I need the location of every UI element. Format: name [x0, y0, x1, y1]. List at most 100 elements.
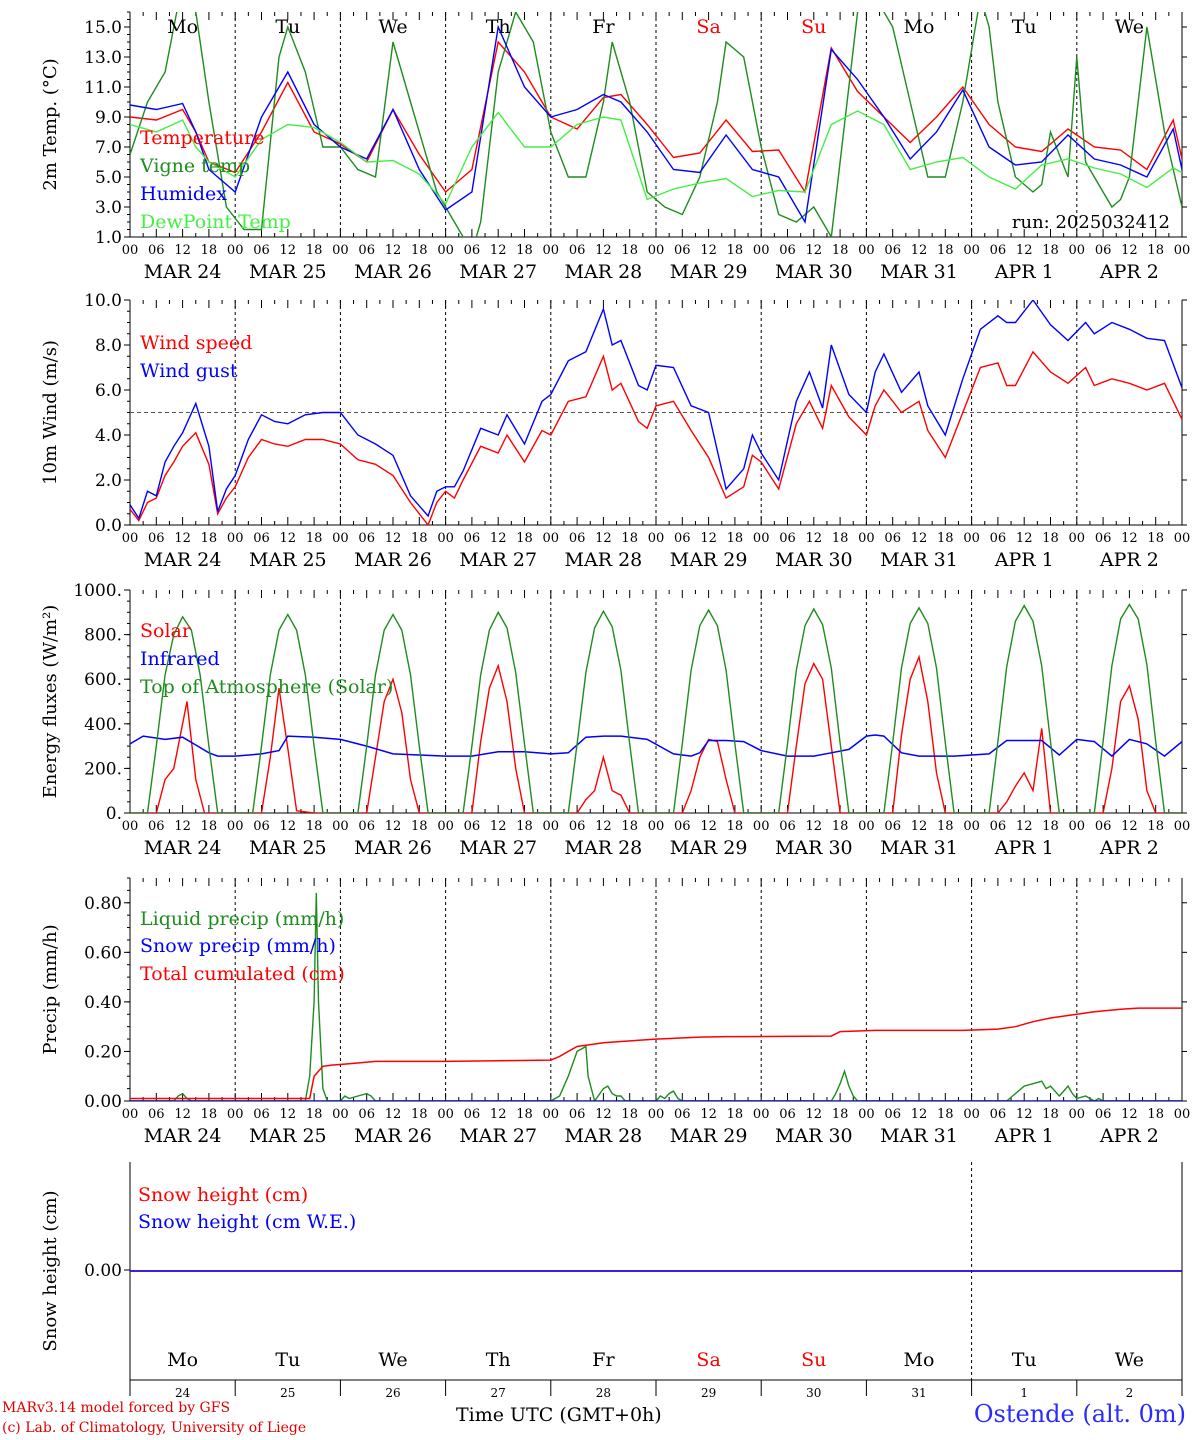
- weekday-label: Sa: [696, 16, 720, 38]
- hour-tick-label: 12: [280, 819, 297, 834]
- hour-tick-label: 00: [648, 531, 665, 546]
- y-tick-label: 0.0: [95, 516, 122, 536]
- hour-tick-label: 12: [490, 531, 507, 546]
- hour-tick-label: 00: [227, 243, 244, 258]
- day-number: 2: [1126, 1386, 1134, 1400]
- y-tick-label: 10.0: [84, 291, 122, 311]
- panel-3: [124, 589, 1187, 814]
- hour-tick-label: 12: [1016, 819, 1033, 834]
- day-number: 27: [491, 1386, 506, 1400]
- y-axis-label: Precip (mm/h): [40, 924, 61, 1054]
- series-line-temperature: [130, 40, 1182, 194]
- weekday-label: Tu: [1012, 16, 1037, 38]
- weekday-label: Th: [486, 16, 511, 38]
- hour-tick-label: 18: [937, 819, 954, 834]
- hour-tick-label: 00: [753, 1107, 770, 1122]
- y-tick-label: 0.: [106, 804, 122, 824]
- day-label: MAR 28: [565, 261, 643, 283]
- hour-tick-label: 06: [358, 531, 375, 546]
- hour-tick-label: 00: [227, 1107, 244, 1122]
- hour-tick-label: 18: [621, 243, 638, 258]
- weekday-label: Sa: [696, 1349, 720, 1371]
- legend-liquid-precip-mm-h-: Liquid precip (mm/h): [140, 908, 344, 930]
- hour-tick-label: 06: [990, 819, 1007, 834]
- legend-snow-height-cm-w-e-: Snow height (cm W.E.): [138, 1211, 356, 1233]
- day-number: 25: [280, 1386, 295, 1400]
- hour-tick-label: 18: [1147, 819, 1164, 834]
- y-tick-label: 8.0: [95, 336, 122, 356]
- hour-tick-label: 06: [253, 243, 270, 258]
- hour-tick-label: 12: [174, 819, 191, 834]
- hour-tick-label: 00: [1069, 819, 1086, 834]
- hour-tick-label: 00: [1069, 531, 1086, 546]
- hour-tick-label: 00: [122, 1107, 139, 1122]
- y-tick-label: 13.0: [84, 48, 122, 68]
- hour-tick-label: 18: [937, 531, 954, 546]
- hour-tick-label: 18: [516, 819, 533, 834]
- day-label: MAR 30: [775, 261, 853, 283]
- y-axis-label: Energy fluxes (W/m²): [40, 605, 61, 799]
- hour-tick-label: 12: [1121, 243, 1138, 258]
- hour-tick-label: 06: [779, 531, 796, 546]
- hour-tick-label: 06: [884, 819, 901, 834]
- day-label: APR 1: [994, 261, 1054, 283]
- y-tick-label: 200.: [84, 759, 122, 779]
- hour-tick-label: 06: [569, 819, 586, 834]
- hour-tick-label: 00: [858, 243, 875, 258]
- hour-tick-label: 00: [122, 819, 139, 834]
- series-line-wind-gust: [130, 300, 1182, 520]
- legend-vigne-temp: Vigne temp: [139, 155, 250, 177]
- hour-tick-label: 12: [174, 243, 191, 258]
- hour-tick-label: 06: [779, 243, 796, 258]
- day-label: APR 1: [994, 549, 1054, 571]
- panel-5: [124, 1162, 1183, 1396]
- hour-tick-label: 06: [1095, 819, 1112, 834]
- weekday-label: Mo: [167, 1349, 198, 1371]
- day-label: APR 1: [994, 837, 1054, 859]
- day-label: MAR 25: [249, 549, 327, 571]
- hour-tick-label: 12: [174, 531, 191, 546]
- hour-tick-label: 18: [727, 1107, 744, 1122]
- panel-2: [124, 299, 1187, 526]
- day-number: 1: [1020, 1386, 1028, 1400]
- hour-tick-label: 18: [201, 819, 218, 834]
- day-label: MAR 27: [459, 1125, 537, 1147]
- hour-tick-label: 12: [595, 243, 612, 258]
- day-number: 28: [596, 1386, 611, 1400]
- day-number: 29: [701, 1386, 716, 1400]
- hour-tick-label: 12: [385, 819, 402, 834]
- hour-tick-label: 00: [437, 1107, 454, 1122]
- hour-tick-label: 00: [543, 1107, 560, 1122]
- day-label: MAR 27: [459, 549, 537, 571]
- hour-tick-label: 18: [1147, 1107, 1164, 1122]
- weekday-label: Fr: [592, 16, 615, 38]
- hour-tick-label: 00: [332, 243, 349, 258]
- y-tick-label: 6.0: [95, 381, 122, 401]
- hour-tick-label: 18: [201, 531, 218, 546]
- legend-solar: Solar: [140, 620, 192, 642]
- hour-tick-label: 00: [122, 243, 139, 258]
- hour-tick-label: 12: [280, 531, 297, 546]
- hour-tick-label: 12: [911, 1107, 928, 1122]
- hour-tick-label: 06: [253, 819, 270, 834]
- y-tick-label: 1.0: [95, 228, 122, 248]
- day-label: MAR 28: [565, 549, 643, 571]
- hour-tick-label: 06: [674, 243, 691, 258]
- hour-tick-label: 12: [1016, 1107, 1033, 1122]
- hour-tick-label: 06: [464, 819, 481, 834]
- day-label: MAR 30: [775, 837, 853, 859]
- hour-tick-label: 12: [806, 243, 823, 258]
- hour-tick-label: 12: [1121, 531, 1138, 546]
- y-tick-label: 0.00: [84, 1092, 122, 1112]
- weekday-label: Th: [486, 1349, 511, 1371]
- hour-tick-label: 12: [1016, 243, 1033, 258]
- y-axis-label: 10m Wind (m/s): [40, 340, 61, 485]
- hour-tick-label: 18: [411, 1107, 428, 1122]
- day-label: MAR 27: [459, 261, 537, 283]
- model-credit: MARv3.14 model forced by GFS: [2, 1400, 231, 1416]
- hour-tick-label: 00: [543, 243, 560, 258]
- hour-tick-label: 12: [911, 531, 928, 546]
- day-label: MAR 26: [354, 549, 432, 571]
- hour-tick-label: 06: [884, 531, 901, 546]
- series-line-solar: [130, 654, 1182, 813]
